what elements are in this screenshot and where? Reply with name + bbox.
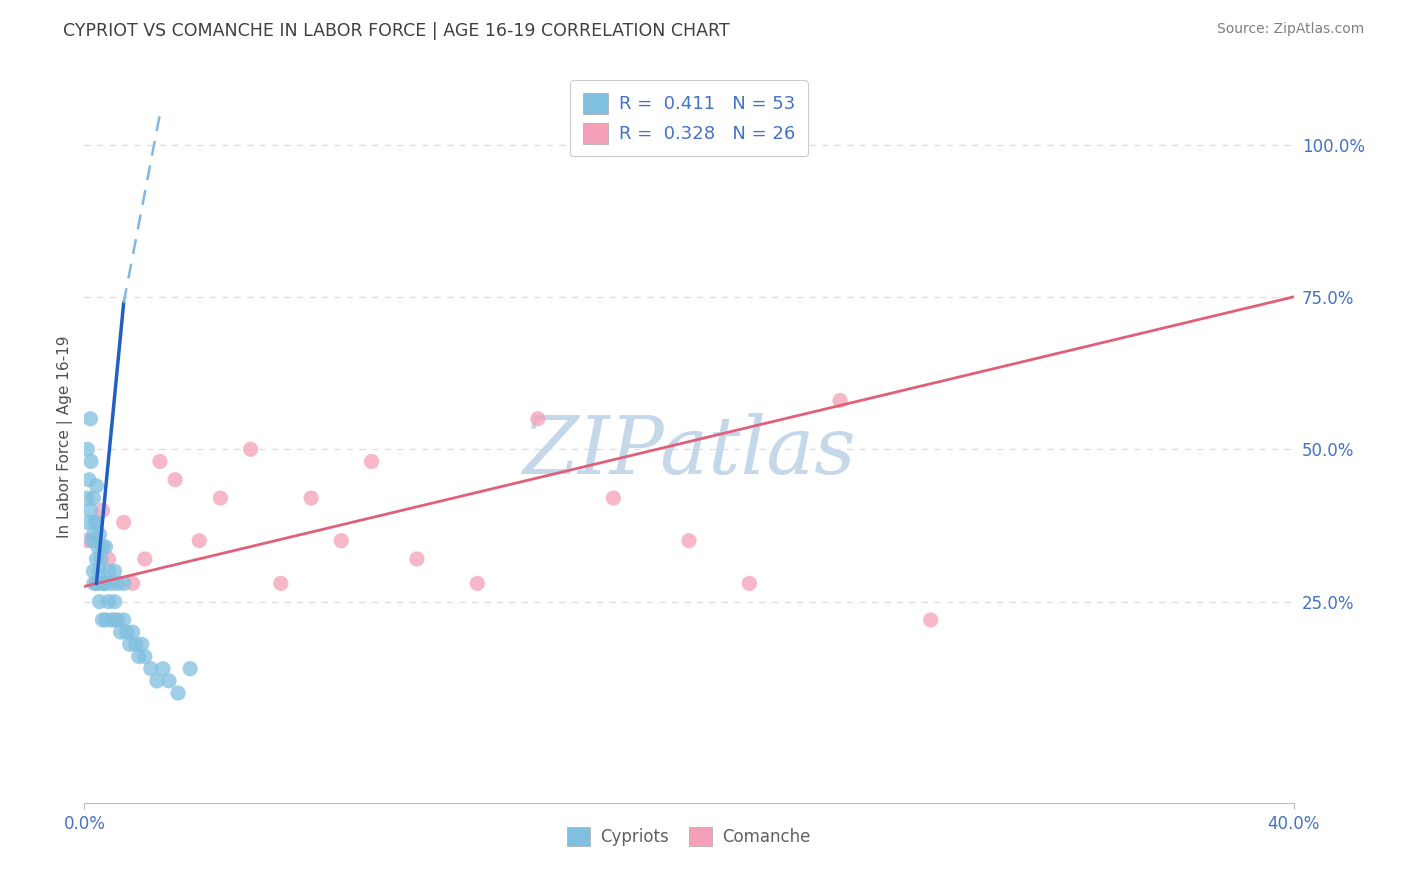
Point: [76, 442, 98, 457]
Point: [139, 662, 162, 676]
Point: [104, 613, 127, 627]
Point: [360, 454, 382, 468]
Point: [86, 576, 108, 591]
Point: [86, 516, 108, 530]
Point: [91, 503, 114, 517]
Point: [104, 594, 127, 608]
Point: [406, 552, 429, 566]
Point: [107, 576, 129, 591]
Point: [527, 412, 550, 426]
Point: [299, 491, 322, 505]
Point: [89, 527, 111, 541]
Point: [179, 662, 201, 676]
Point: [79, 412, 101, 426]
Point: [100, 613, 122, 627]
Point: [134, 552, 156, 566]
Point: [134, 649, 156, 664]
Point: [209, 491, 232, 505]
Point: [87, 540, 110, 554]
Point: [270, 576, 292, 591]
Point: [89, 564, 111, 578]
Point: [110, 625, 132, 640]
Point: [76, 491, 98, 505]
Point: [330, 533, 353, 548]
Point: [146, 673, 169, 688]
Point: [94, 576, 117, 591]
Point: [100, 576, 122, 591]
Point: [89, 594, 111, 608]
Point: [118, 637, 141, 651]
Point: [152, 662, 174, 676]
Point: [830, 393, 852, 408]
Point: [77, 516, 100, 530]
Point: [920, 613, 942, 627]
Point: [112, 576, 135, 591]
Point: [121, 625, 143, 640]
Point: [97, 552, 120, 566]
Point: [239, 442, 262, 457]
Point: [165, 473, 187, 487]
Point: [97, 564, 120, 578]
Point: [82, 491, 104, 505]
Point: [149, 454, 172, 468]
Point: [157, 673, 180, 688]
Point: [115, 625, 138, 640]
Point: [84, 516, 107, 530]
Point: [80, 533, 103, 548]
Point: [121, 576, 143, 591]
Point: [90, 552, 112, 566]
Point: [112, 613, 135, 627]
Point: [82, 564, 104, 578]
Point: [86, 479, 108, 493]
Text: ZIPatlas: ZIPatlas: [522, 413, 856, 491]
Point: [80, 454, 103, 468]
Point: [648, 131, 671, 145]
Point: [91, 576, 114, 591]
Point: [86, 552, 108, 566]
Point: [678, 533, 700, 548]
Point: [188, 533, 211, 548]
Text: CYPRIOT VS COMANCHE IN LABOR FORCE | AGE 16-19 CORRELATION CHART: CYPRIOT VS COMANCHE IN LABOR FORCE | AGE…: [63, 22, 730, 40]
Point: [125, 637, 148, 651]
Text: Source: ZipAtlas.com: Source: ZipAtlas.com: [1216, 22, 1364, 37]
Point: [738, 576, 761, 591]
Point: [131, 637, 153, 651]
Point: [91, 613, 114, 627]
Y-axis label: In Labor Force | Age 16-19: In Labor Force | Age 16-19: [58, 335, 73, 539]
Point: [128, 649, 150, 664]
Point: [467, 576, 489, 591]
Point: [104, 564, 127, 578]
Point: [79, 503, 101, 517]
Point: [94, 613, 117, 627]
Point: [76, 533, 98, 548]
Legend: Cypriots, Comanche: Cypriots, Comanche: [561, 821, 817, 853]
Point: [82, 527, 104, 541]
Point: [86, 576, 108, 591]
Point: [167, 686, 190, 700]
Point: [91, 540, 114, 554]
Point: [93, 576, 115, 591]
Point: [94, 540, 117, 554]
Point: [112, 516, 135, 530]
Point: [602, 491, 624, 505]
Point: [83, 576, 105, 591]
Point: [77, 473, 100, 487]
Point: [107, 613, 129, 627]
Point: [97, 594, 120, 608]
